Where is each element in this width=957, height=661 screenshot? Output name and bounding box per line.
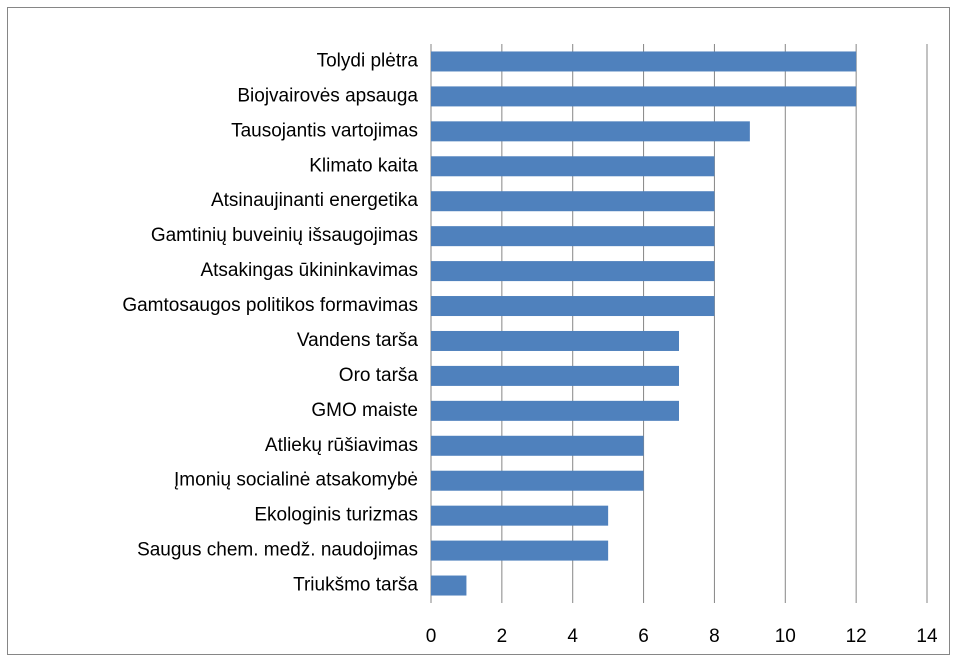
bar — [431, 540, 609, 561]
y-tick-label: Gamtosaugos politikos formavimas — [122, 295, 418, 316]
y-tick-label: Atliekų rūšiavimas — [265, 435, 418, 456]
bar — [431, 191, 715, 212]
y-tick-label: Saugus chem. medž. naudojimas — [137, 540, 418, 561]
x-tick-label: 2 — [497, 626, 508, 647]
bar — [431, 156, 715, 177]
y-tick-label: Triukšmo tarša — [293, 575, 418, 596]
y-tick-label: Tausojantis vartojimas — [231, 120, 418, 141]
bar — [431, 226, 715, 247]
y-tick-label: Atsinaujinanti energetika — [211, 190, 418, 211]
x-tick-label: 12 — [846, 626, 867, 647]
y-tick-label: Oro tarša — [339, 365, 419, 386]
y-tick-label: Atsakingas ūkininkavimas — [200, 260, 418, 281]
bar — [431, 505, 609, 526]
x-tick-label: 8 — [709, 626, 720, 647]
y-tick-label: GMO maiste — [311, 400, 418, 421]
x-tick-label: 10 — [775, 626, 796, 647]
bar — [431, 86, 857, 107]
y-tick-label: Klimato kaita — [309, 155, 418, 176]
bar — [431, 330, 679, 351]
bar — [431, 51, 857, 72]
y-tick-label: Vandens tarša — [297, 330, 419, 351]
x-tick-label: 14 — [916, 626, 938, 647]
bar — [431, 365, 679, 386]
bar — [431, 261, 715, 282]
bar — [431, 575, 467, 596]
bar — [431, 435, 644, 456]
bar — [431, 296, 715, 317]
x-tick-label: 0 — [426, 626, 437, 647]
y-tick-label: Gamtinių buveinių išsaugojimas — [151, 225, 418, 246]
bar — [431, 470, 644, 491]
y-tick-label: Tolydi plėtra — [317, 50, 419, 71]
bar — [431, 400, 679, 421]
y-tick-label: Įmonių socialinė atsakomybė — [174, 470, 418, 491]
y-tick-label: Ekologinis turizmas — [254, 505, 418, 526]
x-tick-label: 4 — [567, 626, 578, 647]
x-tick-label: 6 — [638, 626, 649, 647]
bar — [431, 121, 750, 142]
y-tick-label: Biojvairovės apsauga — [237, 85, 418, 106]
